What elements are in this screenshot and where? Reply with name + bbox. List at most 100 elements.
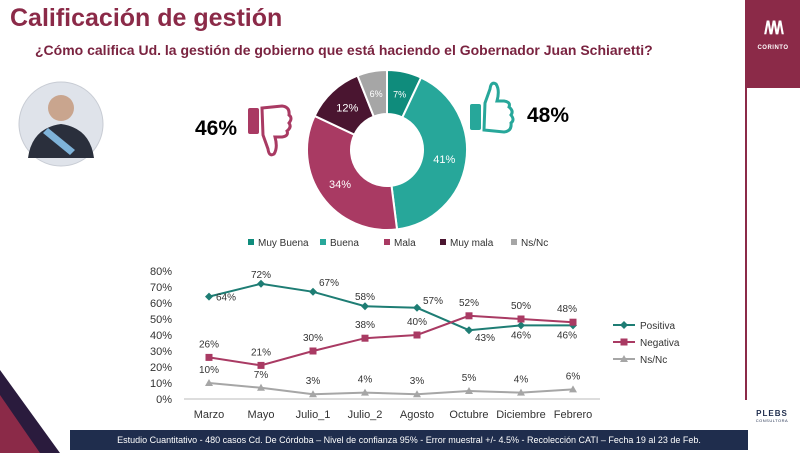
series-line-positiva — [208, 282, 573, 332]
point-positiva — [205, 292, 213, 301]
data-label-ns-nc: 3% — [306, 376, 321, 387]
accent-line — [745, 0, 747, 400]
negative-total-value: 46% — [195, 117, 238, 140]
corinto-logo-text: CORINTO — [757, 45, 789, 51]
data-label-positiva: 43% — [475, 333, 495, 344]
point-ns-nc — [413, 390, 421, 398]
legend-marker-positiva — [620, 321, 628, 329]
data-label-negativa: 52% — [459, 298, 479, 309]
y-tick-label: 20% — [150, 362, 172, 374]
data-label-ns-nc: 10% — [199, 365, 219, 376]
data-label-negativa: 48% — [557, 304, 577, 315]
point-positiva — [309, 287, 317, 296]
x-tick-label-octubre: Octubre — [449, 409, 488, 421]
series-line-ns-nc — [208, 382, 574, 396]
avatar — [18, 81, 104, 167]
x-tick-label-diciembre: Diciembre — [496, 409, 546, 421]
point-negativa — [361, 334, 369, 342]
legend-label-positiva: Positiva — [640, 321, 675, 332]
x-tick-label-mayo: Mayo — [248, 409, 275, 421]
x-tick-label-julio-1: Julio_1 — [296, 409, 331, 421]
legend-label-negativa: Negativa — [640, 338, 680, 349]
corner-decoration-accent — [0, 395, 40, 453]
series-line-negativa — [208, 314, 574, 367]
point-negativa — [205, 353, 213, 361]
point-negativa — [569, 318, 577, 326]
y-tick-label: 30% — [150, 346, 172, 358]
y-tick-label: 50% — [150, 314, 172, 326]
y-tick-label: 0% — [156, 394, 172, 406]
data-label-positiva: 67% — [319, 278, 339, 289]
legend-marker-ns-nc — [620, 355, 628, 362]
y-tick-label: 40% — [150, 330, 172, 342]
legend-swatch-mala — [384, 239, 390, 245]
point-ns-nc — [569, 385, 577, 393]
data-label-negativa: 40% — [407, 317, 427, 328]
point-negativa — [309, 347, 317, 355]
corinto-logo: /\/\/\ CORINTO — [746, 0, 800, 88]
corinto-mark-icon: /\/\/\ — [763, 18, 784, 38]
legend-marker-negativa — [620, 338, 628, 346]
donut-slice-mala — [306, 114, 399, 231]
plebs-logo: PLEBS CONSULTORA — [752, 409, 792, 423]
data-label-positiva: 58% — [355, 292, 375, 303]
thumbs-up-icon — [470, 81, 515, 134]
point-ns-nc — [517, 388, 525, 396]
point-negativa — [257, 361, 265, 369]
x-tick-label-marzo: Marzo — [194, 409, 225, 421]
point-negativa — [465, 312, 473, 320]
point-ns-nc — [465, 387, 473, 394]
data-label-negativa: 30% — [303, 333, 323, 344]
donut-label-ns-nc: 6% — [370, 89, 383, 99]
point-positiva — [517, 321, 525, 330]
data-label-ns-nc: 6% — [566, 371, 581, 382]
y-tick-label: 70% — [150, 282, 172, 294]
point-positiva — [413, 303, 421, 312]
legend-swatch-ns-nc — [511, 239, 517, 245]
point-negativa — [413, 331, 421, 339]
y-tick-label: 80% — [150, 266, 172, 278]
point-ns-nc — [257, 383, 265, 391]
x-tick-label-febrero: Febrero — [554, 409, 593, 421]
thumbs-down-icon — [248, 104, 293, 157]
page-subtitle: ¿Cómo califica Ud. la gestión de gobiern… — [35, 42, 653, 58]
data-label-ns-nc: 5% — [462, 373, 477, 384]
x-tick-label-agosto: Agosto — [400, 409, 434, 421]
donut-label-muy-buena: 7% — [393, 89, 406, 99]
point-ns-nc — [205, 379, 213, 386]
x-tick-label-julio-2: Julio_2 — [348, 409, 383, 421]
donut-slice-ns-nc — [356, 68, 388, 118]
legend-swatch-muy-mala — [440, 239, 446, 245]
data-label-positiva: 46% — [557, 330, 577, 341]
legend-label-ns-nc: Ns/Nc — [640, 355, 667, 366]
legend-label-mala: Mala — [394, 238, 416, 249]
legend-swatch-buena — [320, 239, 326, 245]
legend-label-ns-nc: Ns/Nc — [521, 238, 548, 249]
data-label-positiva: 46% — [511, 330, 531, 341]
data-label-ns-nc: 7% — [254, 370, 269, 381]
positive-total: 48% — [527, 104, 569, 128]
plebs-logo-subtext: CONSULTORA — [755, 418, 789, 423]
donut-label-mala: 34% — [329, 179, 351, 191]
legend-swatch-muy-buena — [248, 239, 254, 245]
page-title: Calificación de gestión — [10, 4, 283, 32]
legend-label-muy-mala: Muy mala — [450, 238, 494, 249]
data-label-ns-nc: 4% — [514, 375, 529, 386]
point-positiva — [257, 279, 265, 288]
data-label-negativa: 26% — [199, 339, 219, 350]
legend-label-buena: Buena — [330, 238, 359, 249]
donut-label-muy-mala: 12% — [336, 103, 358, 115]
data-label-ns-nc: 4% — [358, 375, 373, 386]
data-label-positiva: 72% — [251, 270, 271, 281]
footer-note: Estudio Cuantitativo - 480 casos Cd. De … — [70, 430, 748, 450]
y-tick-label: 10% — [150, 378, 172, 390]
plebs-logo-text: PLEBS — [756, 409, 788, 418]
legend-label-muy-buena: Muy Buena — [258, 238, 309, 249]
data-label-positiva: 57% — [423, 296, 443, 307]
negative-total: 46% — [195, 117, 237, 141]
data-label-negativa: 50% — [511, 301, 531, 312]
donut-slice-buena — [390, 76, 468, 231]
